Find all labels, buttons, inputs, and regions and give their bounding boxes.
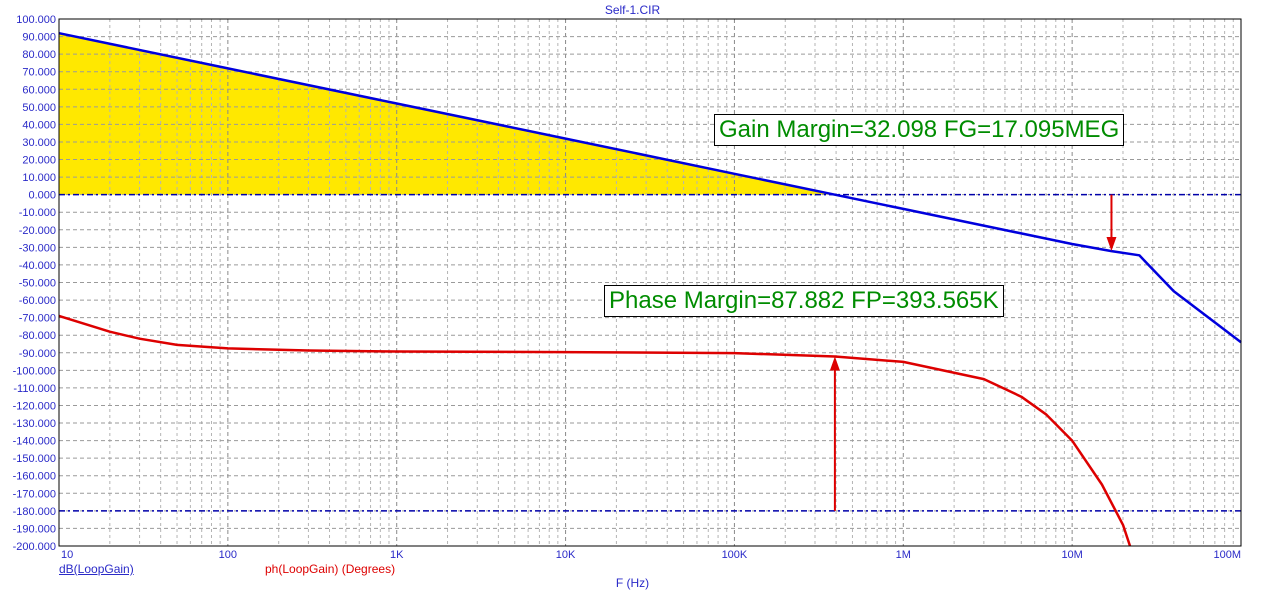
phase-series-line — [58, 314, 1132, 547]
y-tick-label: -50.000 — [19, 278, 56, 290]
major-grid — [59, 19, 1241, 546]
y-tick-label: -40.000 — [19, 260, 56, 272]
x-axis-label: F (Hz) — [615, 576, 650, 590]
margin-arrows — [829, 194, 1117, 511]
y-tick-label: 0.000 — [28, 190, 56, 202]
y-tick-label: -20.000 — [19, 225, 56, 237]
y-tick-label: -140.000 — [13, 436, 56, 448]
y-tick-label: -110.000 — [13, 383, 56, 395]
x-tick-label: 10M — [1061, 549, 1082, 561]
y-tick-label: -170.000 — [13, 488, 56, 500]
y-tick-label: -70.000 — [19, 313, 56, 325]
y-tick-label: -90.000 — [19, 348, 56, 360]
x-tick-label: 1K — [390, 549, 404, 561]
y-tick-label: -200.000 — [13, 541, 56, 553]
y-tick-label: -180.000 — [13, 506, 56, 518]
plot-frame — [58, 18, 1242, 547]
y-tick-label: 60.000 — [22, 84, 56, 96]
y-tick-label: -130.000 — [13, 418, 56, 430]
phase-margin-arrowhead — [829, 356, 840, 371]
x-tick-labels: 10 100 1K 10K 100K 1M 10M 100M — [61, 549, 1241, 561]
x-tick-label: 100M — [1213, 549, 1241, 561]
series-lines — [58, 31, 1242, 547]
y-tick-label: 100.000 — [16, 14, 56, 26]
y-tick-label: -150.000 — [13, 453, 56, 465]
x-tick-label: 100 — [219, 549, 237, 561]
y-tick-labels: 100.000 90.000 80.000 70.000 60.000 50.000 40.… — [13, 14, 56, 553]
y-tick-label: 80.000 — [22, 49, 56, 61]
gain-margin-annotation: Gain Margin=32.098 FG=17.095MEG — [714, 114, 1125, 146]
gain-positive-area — [59, 33, 835, 195]
chart-title: Self-1.CIR — [604, 3, 661, 17]
y-tick-label: -80.000 — [19, 330, 56, 342]
x-tick-label: 100K — [722, 549, 748, 561]
y-tick-label: 40.000 — [22, 119, 56, 131]
y-tick-label: -190.000 — [13, 523, 56, 535]
y-tick-label: 70.000 — [22, 67, 56, 79]
y-tick-label: -60.000 — [19, 295, 56, 307]
x-tick-label: 10K — [556, 549, 576, 561]
y-tick-label: 90.000 — [22, 32, 56, 44]
gain-series-line — [58, 31, 1242, 344]
gain-margin-arrowhead — [1106, 237, 1117, 252]
y-tick-label: -160.000 — [13, 471, 56, 483]
y-tick-label: 30.000 — [22, 137, 56, 149]
x-tick-label: 10 — [61, 549, 73, 561]
legend-phase: ph(LoopGain) (Degrees) — [265, 562, 396, 576]
y-tick-label: 10.000 — [22, 172, 56, 184]
phase-margin-annotation: Phase Margin=87.882 FP=393.565K — [604, 285, 1004, 317]
y-tick-label: 50.000 — [22, 102, 56, 114]
x-tick-label: 1M — [896, 549, 911, 561]
y-tick-label: -100.000 — [13, 365, 56, 377]
reference-lines — [59, 193, 1241, 512]
y-tick-label: -120.000 — [13, 400, 56, 412]
legend-gain[interactable]: dB(LoopGain) — [59, 562, 134, 576]
gain-area-fill — [59, 33, 835, 195]
y-tick-label: -10.000 — [19, 207, 56, 219]
y-tick-label: 20.000 — [22, 155, 56, 167]
y-tick-label: -30.000 — [19, 242, 56, 254]
